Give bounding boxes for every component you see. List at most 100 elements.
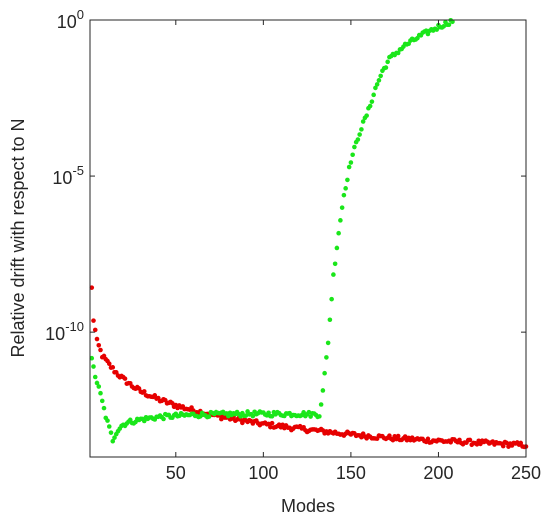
data-point <box>343 186 348 191</box>
data-point <box>390 437 396 443</box>
data-point <box>89 285 95 290</box>
data-point <box>269 420 275 426</box>
data-point <box>434 27 440 32</box>
plot-frame <box>89 19 527 458</box>
data-point <box>91 318 96 323</box>
tick-layer: 50 100 150 200 250 10-10 10-5 100 <box>45 7 541 483</box>
data-point <box>320 388 326 393</box>
data-point <box>352 144 357 150</box>
data-point <box>446 22 452 28</box>
data-point <box>373 85 378 91</box>
data-point <box>206 414 212 419</box>
data-point <box>334 245 340 251</box>
data-point <box>105 418 110 423</box>
data-point <box>98 390 103 396</box>
x-axis-label: Modes <box>281 496 335 516</box>
data-point <box>108 430 114 435</box>
data-point <box>301 410 306 415</box>
data-point <box>170 400 175 406</box>
data-point <box>98 347 103 353</box>
data-point <box>306 409 312 415</box>
x-tick-label: 100 <box>248 463 278 483</box>
data-point <box>269 413 275 419</box>
data-point <box>374 82 380 87</box>
data-point <box>243 413 249 418</box>
y-tick-label: 100 <box>57 7 84 32</box>
data-point <box>329 296 334 302</box>
data-point <box>322 370 327 376</box>
data-point <box>324 355 329 360</box>
data-point <box>327 317 333 323</box>
data-point <box>122 376 128 381</box>
data-point <box>385 59 390 65</box>
data-point <box>89 355 95 361</box>
data-point <box>518 440 524 446</box>
data-point <box>338 218 343 223</box>
data-point <box>336 230 341 236</box>
data-point <box>346 164 352 170</box>
data-point <box>94 380 100 386</box>
series-layer <box>89 17 529 450</box>
data-point <box>402 434 408 439</box>
data-point <box>325 340 331 346</box>
data-point <box>110 438 116 444</box>
data-point <box>250 413 256 419</box>
data-point <box>357 132 362 137</box>
data-point <box>395 50 401 56</box>
data-point <box>376 78 382 83</box>
data-point <box>94 336 100 342</box>
data-point <box>96 342 102 348</box>
data-point <box>101 405 107 411</box>
data-point <box>504 440 510 446</box>
plot-background <box>90 20 526 457</box>
data-point <box>161 416 166 422</box>
data-point <box>341 192 347 198</box>
y-axis-label: Relative drift with respect to N <box>8 118 28 357</box>
data-point <box>441 24 447 29</box>
data-point <box>198 414 203 419</box>
data-point <box>339 205 345 210</box>
data-point <box>371 92 376 98</box>
data-point <box>332 261 338 267</box>
data-point <box>364 113 369 118</box>
data-point <box>99 398 105 404</box>
data-point <box>359 127 364 132</box>
data-point <box>136 386 142 391</box>
data-point <box>500 443 506 449</box>
data-point <box>112 435 117 440</box>
data-point <box>92 327 98 333</box>
data-point <box>318 402 324 407</box>
data-point <box>331 272 336 277</box>
data-point <box>268 424 273 430</box>
data-point <box>383 65 389 70</box>
data-point <box>367 103 373 109</box>
data-point <box>467 437 473 443</box>
y-tick-label: 10-5 <box>52 163 84 188</box>
x-tick-label: 200 <box>423 463 453 483</box>
data-point <box>106 424 112 429</box>
data-point <box>450 19 455 25</box>
data-point <box>360 119 366 124</box>
x-tick-label: 250 <box>511 463 541 483</box>
data-point <box>355 137 361 142</box>
data-point <box>425 436 431 442</box>
x-tick-label: 150 <box>336 463 366 483</box>
data-point <box>110 365 116 370</box>
data-point <box>369 99 375 104</box>
data-point <box>91 364 96 369</box>
data-point <box>141 418 147 424</box>
data-point <box>378 73 383 79</box>
data-point <box>92 374 98 380</box>
data-point <box>350 152 355 158</box>
y-tick-label: 10-10 <box>45 319 84 344</box>
data-point <box>348 160 354 165</box>
data-point <box>474 442 480 447</box>
data-point <box>106 361 112 367</box>
data-point <box>395 433 401 439</box>
data-point <box>359 434 364 440</box>
x-tick-label: 50 <box>166 463 186 483</box>
data-point <box>141 389 147 394</box>
series-2 <box>89 17 455 444</box>
data-point <box>345 177 350 183</box>
